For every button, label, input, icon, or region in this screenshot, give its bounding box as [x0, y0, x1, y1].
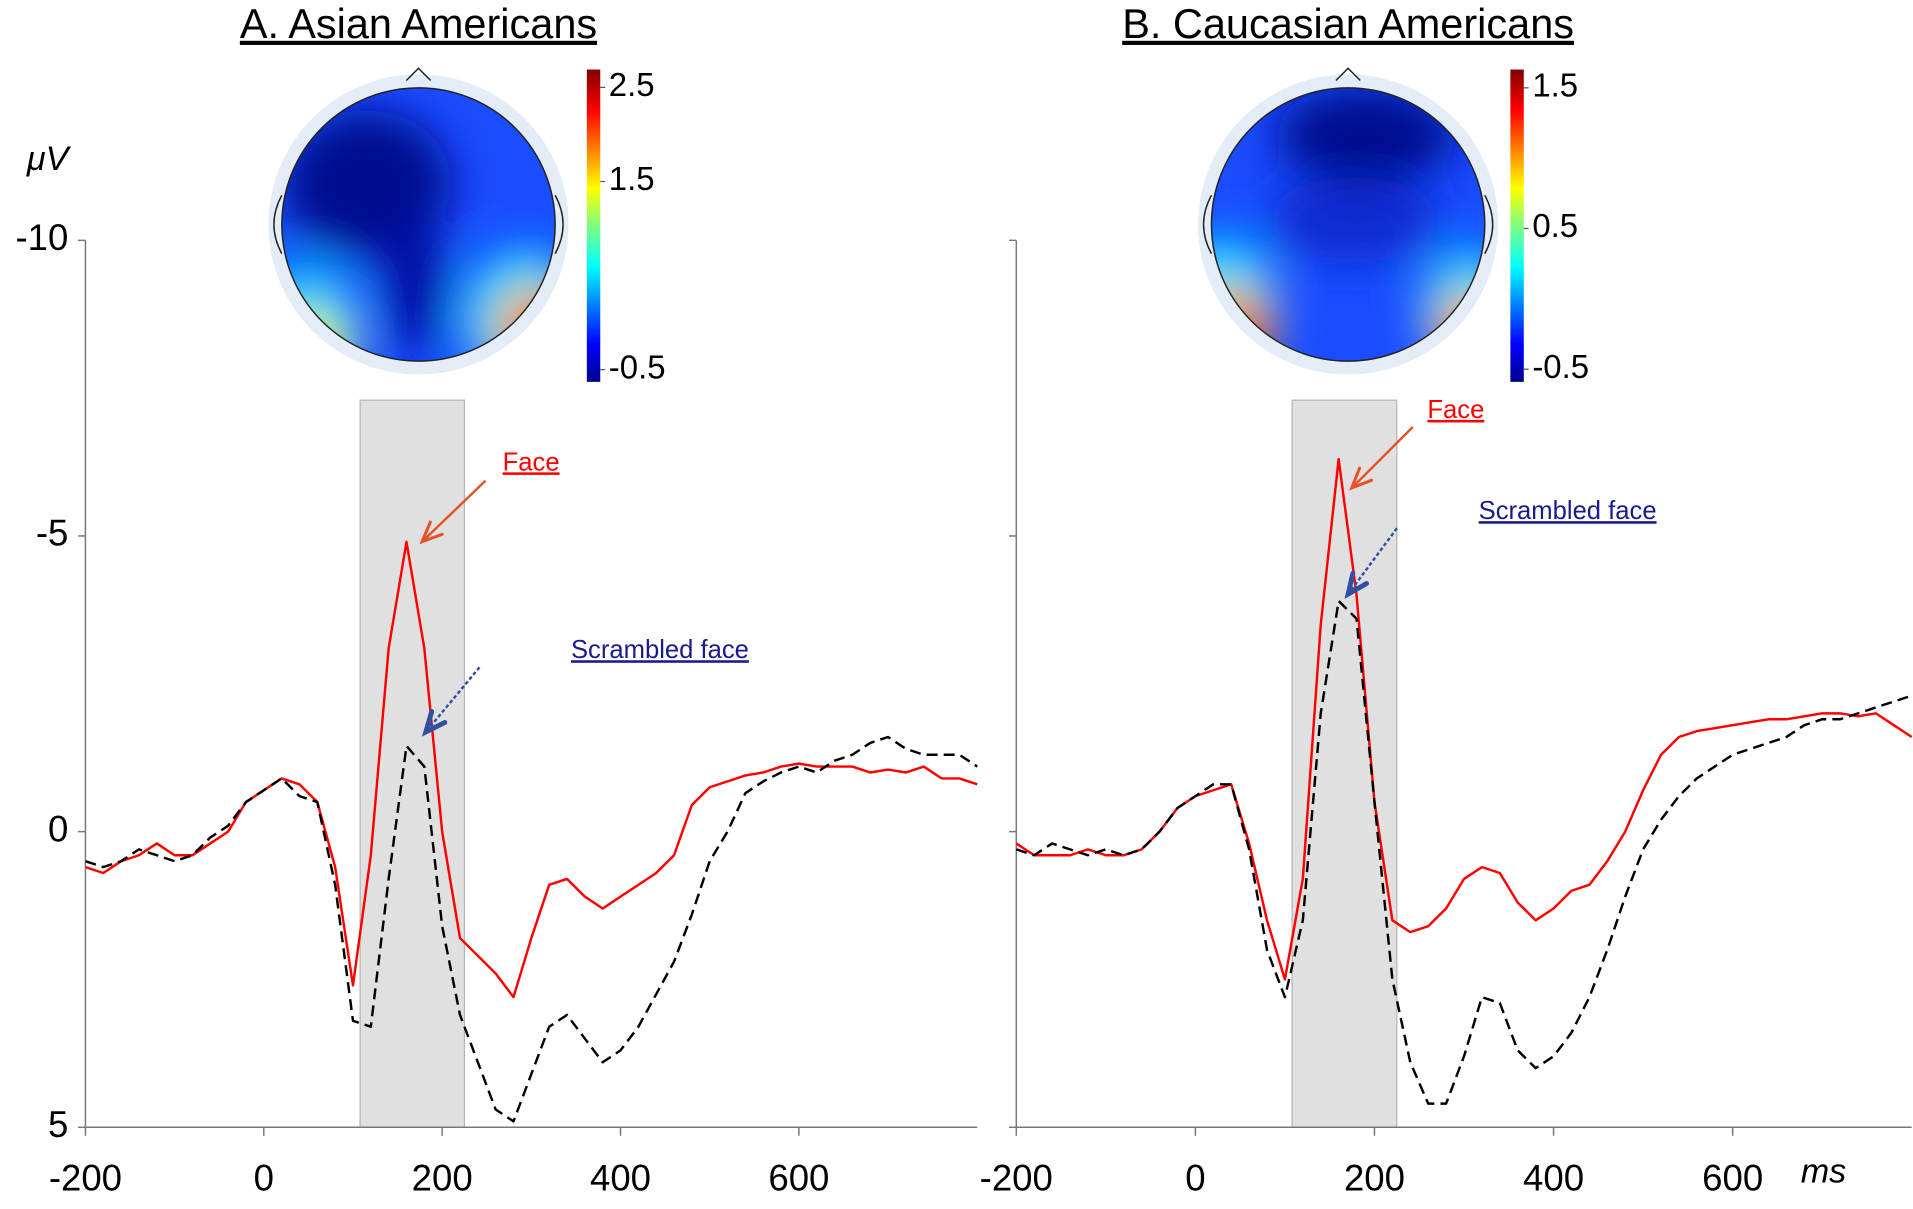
chart-title: B. Caucasian Americans: [1122, 0, 1574, 47]
y-tick-label: 5: [48, 1104, 68, 1145]
colorbar-tick-label: 1.5: [609, 160, 655, 197]
annotation: Face: [1427, 396, 1484, 424]
x-tick-label: 200: [412, 1158, 473, 1199]
annotation-arrow: [1347, 527, 1398, 595]
x-axis-label: ms: [1801, 1153, 1847, 1191]
x-tick-label: 0: [254, 1158, 274, 1199]
topomap: [1198, 67, 1499, 375]
annotation-arrow: [1350, 426, 1414, 489]
annotation: Face: [503, 448, 560, 476]
arrow-head: [1349, 466, 1374, 491]
x-tick-label: 600: [1702, 1158, 1763, 1199]
x-tick-label: 400: [1523, 1158, 1584, 1199]
colorbar-tick-label: -0.5: [1532, 348, 1589, 385]
x-tick-label: 400: [590, 1158, 651, 1199]
data-line: [85, 540, 978, 999]
data-line: [1015, 457, 1913, 981]
y-axis-label: μV: [26, 140, 72, 178]
chart-title: A. Asian Americans: [240, 0, 597, 47]
y-tick-label: 0: [48, 808, 68, 849]
colorbar-tick-label: 1.5: [1532, 67, 1578, 104]
data-line: [85, 735, 978, 1123]
y-tick-label: -10: [15, 217, 68, 258]
arrow-head: [421, 709, 448, 737]
data-line: [1015, 599, 1913, 1105]
annotation-arrow: [421, 479, 487, 543]
y-tick-label: -5: [36, 513, 69, 554]
colorbar-tick-label: -0.5: [609, 348, 666, 385]
arrow-head: [1344, 570, 1370, 600]
topomap: [268, 67, 569, 375]
x-tick-label: 0: [1185, 1158, 1205, 1199]
colorbar-tick-label: 0.5: [1532, 207, 1578, 244]
x-tick-label: 200: [1344, 1158, 1405, 1199]
x-tick-label: 600: [768, 1158, 829, 1199]
colorbar-tick-label: 2.5: [609, 66, 655, 103]
highlight-window: [359, 399, 466, 1128]
colorbar: [1510, 69, 1524, 382]
arrow-head: [419, 520, 444, 545]
annotation: Scrambled face: [571, 636, 749, 664]
x-tick-label: -200: [49, 1158, 122, 1199]
annotation-arrow: [424, 666, 481, 733]
annotation: Scrambled face: [1479, 497, 1657, 525]
colorbar: [586, 69, 601, 382]
x-tick-label: -200: [980, 1158, 1053, 1199]
